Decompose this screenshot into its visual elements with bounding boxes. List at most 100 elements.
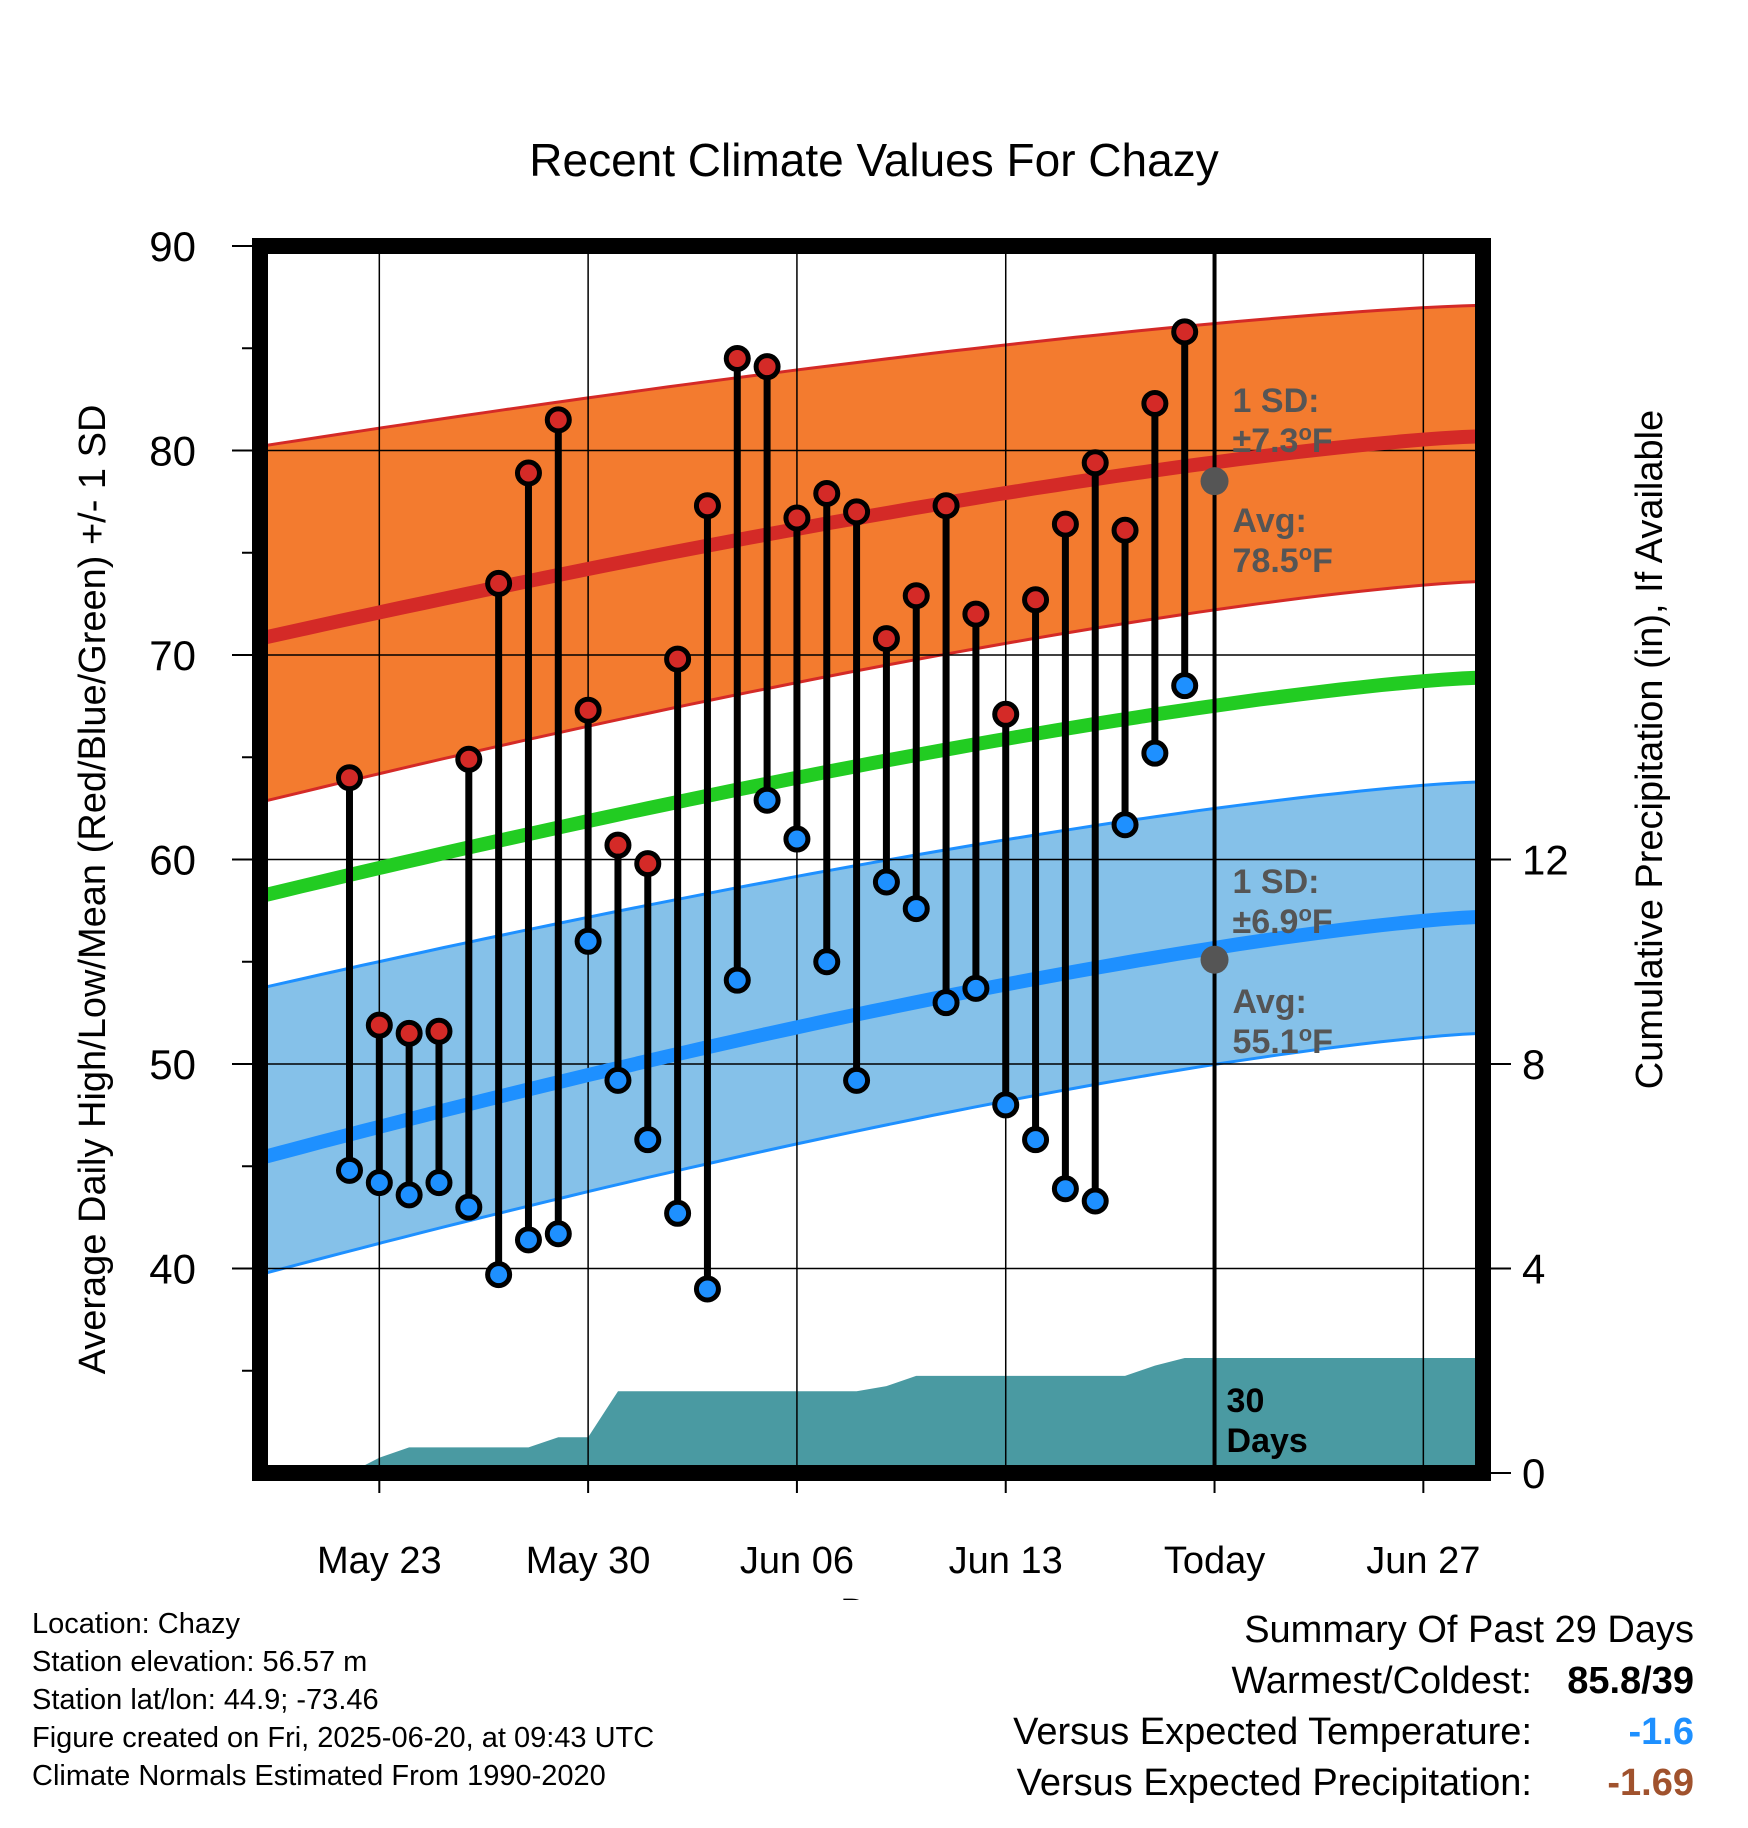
daily-low-point	[843, 1066, 871, 1094]
normals-text: Climate Normals Estimated From 1990-2020	[32, 1760, 606, 1792]
daily-high-point	[485, 569, 513, 597]
observation-day	[485, 569, 513, 1289]
daily-high-point	[1051, 510, 1079, 538]
observation-day	[1171, 318, 1199, 700]
observation-day	[1051, 510, 1079, 1203]
daily-high-point	[544, 406, 572, 434]
observation-day	[723, 344, 751, 994]
high-normal-line	[258, 429, 1484, 646]
high-sd-value: ±7.3oF	[1233, 420, 1333, 460]
y-tick-label: 50	[149, 1041, 196, 1088]
daily-low-point	[1081, 1187, 1109, 1215]
daily-low-point	[544, 1220, 572, 1248]
daily-high-point	[992, 700, 1020, 728]
x-tick-label: May 23	[317, 1540, 442, 1582]
observation-day	[604, 831, 632, 1094]
daily-low-point	[1022, 1126, 1050, 1154]
y-tick-label: 80	[149, 428, 196, 475]
high-avg-value: 78.5oF	[1233, 540, 1333, 580]
precip-label: Versus Expected Precipitation:	[1016, 1762, 1532, 1804]
latlon-text: Station lat/lon: 44.9; -73.46	[32, 1684, 379, 1716]
x-tick-label: Jun 13	[949, 1540, 1063, 1582]
observation-day	[1111, 516, 1139, 839]
low-sd-value: ±6.9oF	[1233, 901, 1333, 941]
daily-low-point	[723, 966, 751, 994]
observation-day	[753, 353, 781, 814]
x-tick-label: Today	[1164, 1540, 1265, 1582]
daily-low-point	[932, 989, 960, 1017]
daily-high-point	[872, 625, 900, 653]
daily-high-point	[514, 459, 542, 487]
observation-day	[634, 850, 662, 1154]
y-axis-label: Average Daily High/Low/Mean (Red/Blue/Gr…	[72, 405, 114, 1375]
climate-chart: Recent Climate Values For Chazy 1 SD:±7.…	[72, 134, 1671, 1600]
observation-day	[455, 745, 483, 1221]
observation-day	[962, 600, 990, 1002]
observation-day	[335, 764, 363, 1184]
daily-low-point	[1051, 1175, 1079, 1203]
summary-precip-row: Versus Expected Precipitation: -1.69	[1013, 1758, 1694, 1809]
daily-low-point	[634, 1126, 662, 1154]
summary-panel: Summary Of Past 29 Days Warmest/Coldest:…	[1013, 1605, 1694, 1809]
daily-low-point	[664, 1199, 692, 1227]
observation-day	[1141, 389, 1169, 767]
precipitation-area	[260, 1358, 1483, 1473]
precip-days-label: 30	[1227, 1382, 1265, 1420]
daily-low-point	[962, 974, 990, 1002]
daily-high-point	[1111, 516, 1139, 544]
observation-day	[932, 492, 960, 1017]
daily-low-point	[872, 868, 900, 896]
daily-low-point	[514, 1226, 542, 1254]
today-high-marker	[1200, 467, 1229, 496]
daily-low-point	[365, 1169, 393, 1197]
daily-low-point	[753, 786, 781, 814]
y2-tick-label: 12	[1522, 837, 1569, 884]
daily-high-point	[902, 582, 930, 610]
daily-high-point	[753, 353, 781, 381]
summary-title: Summary Of Past 29 Days	[1244, 1609, 1694, 1651]
y-tick-label: 90	[149, 223, 196, 270]
daily-high-point	[843, 498, 871, 526]
observation-day	[1081, 449, 1109, 1215]
today-low-marker	[1200, 945, 1229, 974]
daily-low-point	[813, 948, 841, 976]
high-avg-label: Avg:	[1233, 502, 1307, 540]
daily-low-point	[1141, 739, 1169, 767]
daily-low-point	[455, 1193, 483, 1221]
observation-day	[902, 582, 930, 923]
temp-label: Versus Expected Temperature:	[1013, 1711, 1532, 1753]
x-tick-label: Jun 06	[740, 1540, 854, 1582]
daily-high-point	[783, 504, 811, 532]
daily-high-point	[1022, 586, 1050, 614]
daily-high-point	[723, 344, 751, 372]
observation-day	[365, 1011, 393, 1197]
observation-day	[783, 504, 811, 853]
precip-value: -1.69	[1607, 1762, 1694, 1804]
daily-low-point	[485, 1261, 513, 1289]
low-sd-label: 1 SD:	[1233, 863, 1320, 901]
daily-high-point	[425, 1017, 453, 1045]
created-text: Figure created on Fri, 2025-06-20, at 09…	[32, 1722, 655, 1754]
observation-day	[872, 625, 900, 896]
low-avg-value: 55.1oF	[1233, 1021, 1333, 1061]
y-tick-label: 70	[149, 632, 196, 679]
low-band-lower-edge	[259, 1031, 1484, 1277]
y2-axis-label: Cumulative Precipitation (in), If Availa…	[1629, 410, 1671, 1089]
observation-day	[574, 696, 602, 955]
x-tick-label: May 30	[526, 1540, 651, 1582]
daily-high-point	[574, 696, 602, 724]
daily-low-point	[902, 895, 930, 923]
location-text: Location: Chazy	[32, 1608, 240, 1640]
observation-day	[992, 700, 1020, 1119]
daily-high-point	[1141, 389, 1169, 417]
daily-high-point	[365, 1011, 393, 1039]
x-axis-label: Day	[840, 1592, 908, 1600]
summary-warmest-row: Warmest/Coldest: 85.8/39	[1013, 1656, 1694, 1707]
summary-temp-row: Versus Expected Temperature: -1.6	[1013, 1707, 1694, 1758]
daily-low-point	[395, 1181, 423, 1209]
daily-low-point	[1171, 672, 1199, 700]
daily-high-point	[634, 850, 662, 878]
daily-low-point	[604, 1066, 632, 1094]
mean-normal-line	[258, 670, 1484, 904]
